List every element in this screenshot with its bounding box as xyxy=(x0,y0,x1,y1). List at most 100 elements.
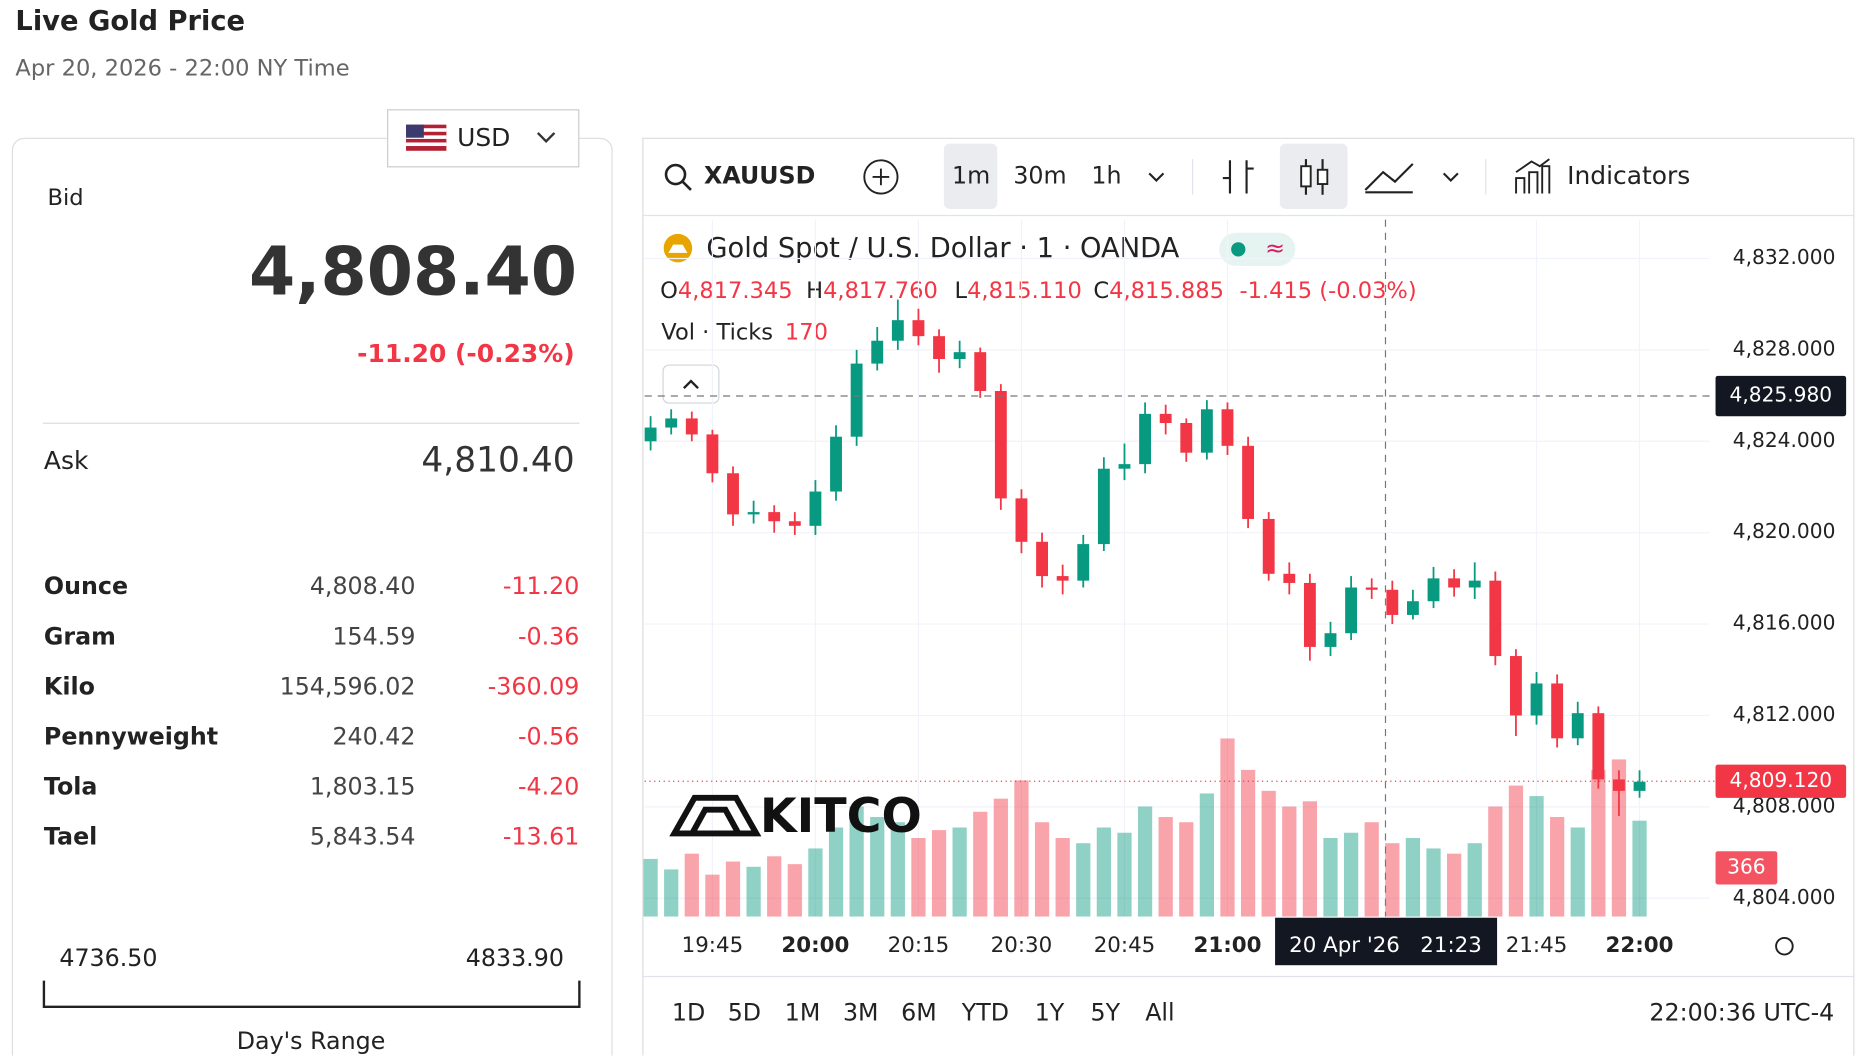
x-tick-label: 21:00 xyxy=(1193,933,1261,958)
candle-body xyxy=(809,491,822,526)
x-tick-label: 19:45 xyxy=(682,933,744,958)
watermark: KITCO xyxy=(669,789,922,844)
currency[interactable]: USD xyxy=(457,123,510,152)
bid-change: -11.20 (-0.23%) xyxy=(357,339,574,368)
volume-bar xyxy=(1055,837,1070,917)
interval[interactable]: 30m xyxy=(1013,161,1066,189)
ohlc-value: 4,817.760 xyxy=(823,277,938,303)
ohlc-change: -1.415 (-0.03%) xyxy=(1239,277,1416,303)
volume-bar xyxy=(973,811,988,917)
currency-box[interactable] xyxy=(387,109,580,168)
indicators[interactable]: Indicators xyxy=(1567,161,1690,190)
candle-body xyxy=(1386,589,1399,615)
volume-bar xyxy=(1343,832,1359,917)
candle-body xyxy=(727,473,739,515)
range-button[interactable]: 6M xyxy=(901,998,937,1026)
interval[interactable]: 1h xyxy=(1091,161,1121,189)
candle-body xyxy=(1159,413,1172,423)
interval[interactable]: 1m xyxy=(952,161,990,189)
unit-change: -0.56 xyxy=(518,722,579,750)
range-button[interactable]: 5Y xyxy=(1090,998,1120,1026)
volume-bar xyxy=(911,837,926,917)
volume-bar xyxy=(1179,822,1194,917)
unit-price: 154.59 xyxy=(332,622,415,650)
volume-bar xyxy=(1591,769,1606,917)
candle-body xyxy=(1015,498,1028,542)
bars-icon[interactable] xyxy=(1222,160,1254,194)
volume-box xyxy=(1715,851,1778,885)
watermark-text: KITCO xyxy=(760,789,922,844)
range-button[interactable]: All xyxy=(1145,998,1174,1026)
y-tick-label: 4,816.000 xyxy=(1733,611,1836,635)
volume-bar xyxy=(1261,790,1276,917)
candle-body xyxy=(912,320,925,337)
area-icon[interactable] xyxy=(1364,163,1414,194)
volume-bar xyxy=(1076,843,1091,917)
candle-body xyxy=(1221,409,1234,446)
page-subtitle: Apr 20, 2026 - 22:00 NY Time xyxy=(15,55,349,81)
flag-stripe xyxy=(406,142,447,147)
range-button[interactable]: 1M xyxy=(785,998,821,1026)
collapse-button[interactable] xyxy=(662,364,720,404)
y-tick-label: 4,824.000 xyxy=(1733,428,1836,452)
volume-bar xyxy=(705,874,720,917)
candle-body xyxy=(850,363,863,437)
ask-label: Ask xyxy=(44,446,89,475)
volume-bar xyxy=(1323,837,1338,917)
candle-body xyxy=(1180,422,1193,453)
indicators-icon[interactable] xyxy=(1515,158,1551,194)
volume-bar xyxy=(1034,822,1050,917)
volume-bar xyxy=(1385,843,1400,917)
candle-body xyxy=(1324,633,1337,647)
settings-icon[interactable] xyxy=(1775,936,1794,956)
volume-bar xyxy=(890,822,905,917)
range-button[interactable]: 1Y xyxy=(1035,998,1065,1026)
unit-price: 5,843.54 xyxy=(310,823,416,851)
chevron xyxy=(536,132,556,143)
volume-value: 170 xyxy=(785,319,828,345)
chart-type-menu[interactable] xyxy=(1442,172,1459,182)
candle-body xyxy=(891,320,904,341)
ohlc-value: 4,815.885 xyxy=(1109,277,1224,303)
candle-body xyxy=(1448,578,1461,588)
units-table: Ounce 4,808.40 -11.20 Gram 154.59 -0.36 Kilo 15… xyxy=(44,572,579,851)
last-price-box xyxy=(1715,764,1847,798)
chart-panel xyxy=(642,137,1855,1056)
volume-bar xyxy=(1096,827,1111,917)
candle-body xyxy=(747,512,760,515)
unit-change: -13.61 xyxy=(503,823,580,851)
candle-body xyxy=(685,418,698,435)
search-icon xyxy=(681,180,692,191)
unit-name: Gram xyxy=(44,622,116,650)
candles-icon xyxy=(1316,168,1329,185)
x-tick-label: 21:45 xyxy=(1506,933,1568,958)
symbol[interactable]: XAUUSD xyxy=(704,161,815,189)
range-button[interactable]: 3M xyxy=(843,998,879,1026)
candle-body xyxy=(1056,576,1069,581)
volume-bar xyxy=(931,830,947,917)
candle-body xyxy=(788,521,801,526)
volume-bar xyxy=(870,817,885,917)
volume-bar xyxy=(725,861,741,917)
range-button[interactable]: YTD xyxy=(961,998,1009,1026)
candle-body xyxy=(1303,582,1316,647)
range-button[interactable]: 5D xyxy=(728,998,761,1026)
candle-body xyxy=(1509,656,1522,716)
x-tick-label: 20:00 xyxy=(781,933,849,958)
unit-price: 4,808.40 xyxy=(310,572,416,600)
range-label: Day's Range xyxy=(237,1027,386,1055)
volume-bar xyxy=(828,827,844,917)
search-icon[interactable] xyxy=(664,163,687,186)
volume-bar xyxy=(1508,785,1524,917)
currency-select[interactable]: USD xyxy=(387,109,580,168)
interval-menu[interactable] xyxy=(1148,172,1165,182)
symbol-logo xyxy=(668,244,688,253)
volume-bar xyxy=(1199,793,1215,917)
y-tick-label: 4,820.000 xyxy=(1733,519,1836,543)
range-button[interactable]: 1D xyxy=(672,998,705,1026)
crosshair-price-label: 4,825.980 xyxy=(1729,383,1832,407)
volume-bar xyxy=(1467,843,1482,917)
add-symbol[interactable] xyxy=(863,159,899,195)
